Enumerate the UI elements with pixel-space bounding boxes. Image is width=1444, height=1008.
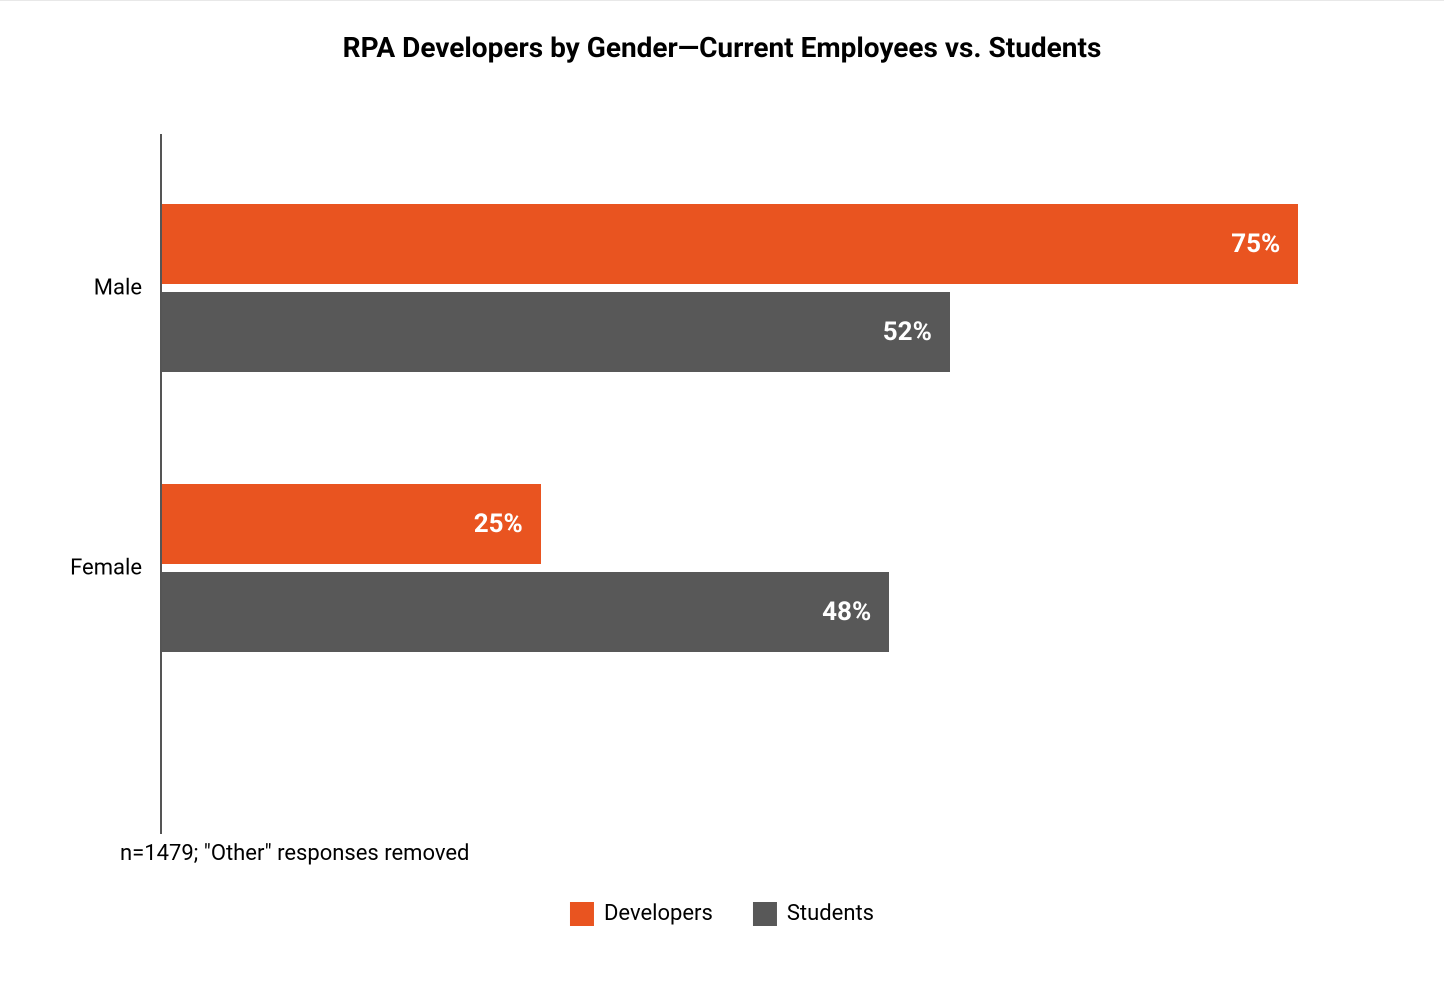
legend-label-developers: Developers bbox=[604, 901, 713, 926]
bar-value-female-students: 48% bbox=[822, 597, 889, 627]
bar-value-female-developers: 25% bbox=[474, 509, 541, 539]
legend-item-developers: Developers bbox=[570, 901, 713, 926]
category-group-male: Male 75% 52% bbox=[162, 204, 1374, 372]
chart-legend: Developers Students bbox=[570, 901, 874, 926]
legend-swatch-developers bbox=[570, 902, 594, 926]
bar-male-developers: 75% bbox=[162, 204, 1298, 284]
category-group-female: Female 25% 48% bbox=[162, 484, 1374, 652]
chart-footnote: n=1479; "Other" responses removed bbox=[120, 841, 469, 866]
bar-value-male-students: 52% bbox=[883, 317, 950, 347]
bar-value-male-developers: 75% bbox=[1231, 229, 1298, 259]
bar-male-students: 52% bbox=[162, 292, 950, 372]
legend-label-students: Students bbox=[787, 901, 874, 926]
chart-container: RPA Developers by Gender—Current Employe… bbox=[0, 0, 1444, 1008]
chart-title: RPA Developers by Gender—Current Employe… bbox=[40, 31, 1404, 64]
bar-female-students: 48% bbox=[162, 572, 889, 652]
plot-area: Male 75% 52% Female 25% 48% bbox=[160, 134, 1374, 834]
bar-female-developers: 25% bbox=[162, 484, 541, 564]
legend-item-students: Students bbox=[753, 901, 874, 926]
y-axis-label-male: Male bbox=[94, 276, 142, 301]
y-axis-label-female: Female bbox=[70, 556, 142, 581]
legend-swatch-students bbox=[753, 902, 777, 926]
